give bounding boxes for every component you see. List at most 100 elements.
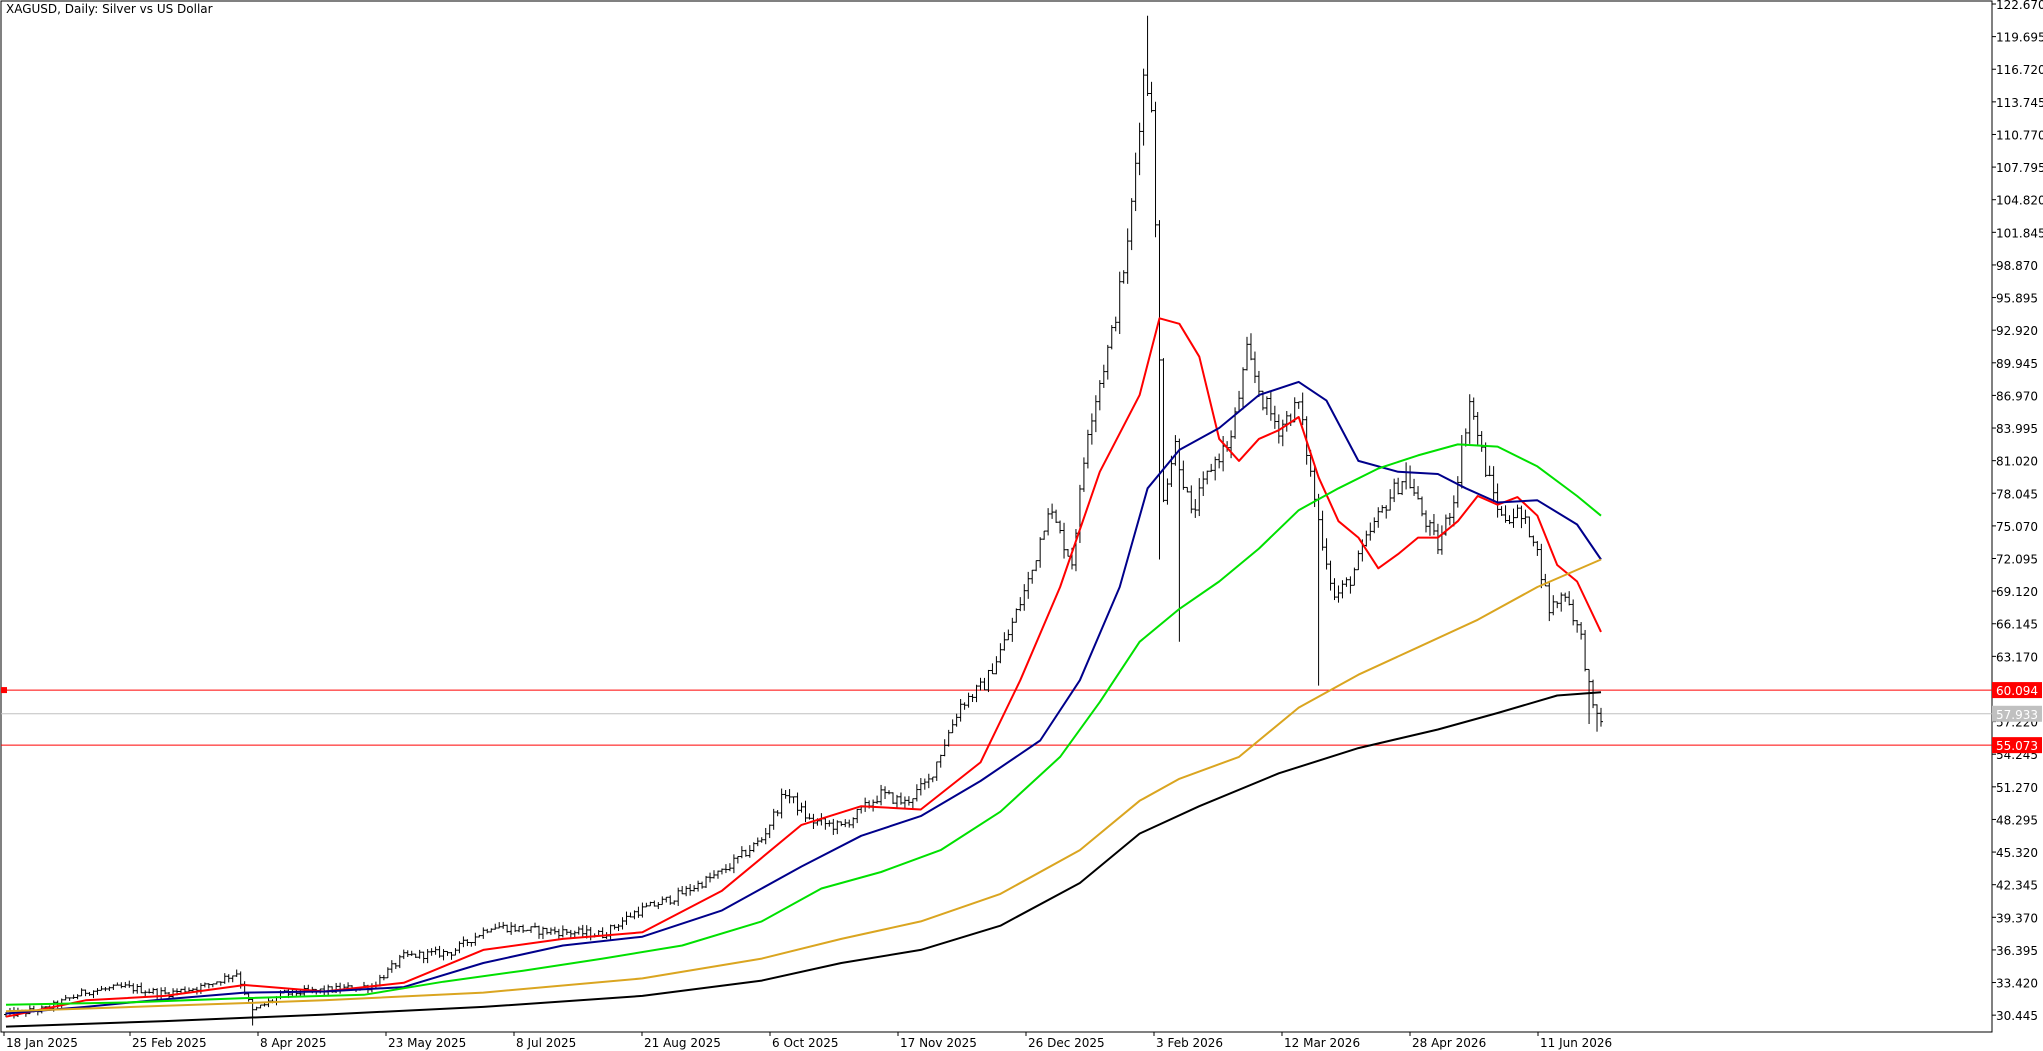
price-bar	[911, 799, 915, 809]
price-bar	[1340, 580, 1344, 598]
price-bar	[1157, 220, 1161, 559]
price-bar	[1396, 478, 1400, 495]
price-bar	[211, 984, 215, 987]
price-bar	[712, 870, 716, 878]
price-bar	[501, 922, 505, 929]
price-bar	[1241, 367, 1245, 409]
price-bar	[589, 927, 593, 940]
price-bar	[943, 739, 947, 756]
price-bar	[772, 809, 776, 830]
price-bar	[1154, 102, 1158, 237]
price-bar	[147, 989, 151, 994]
price-bar	[871, 800, 875, 812]
y-tick-label: 113.745	[1996, 96, 2043, 110]
price-bar	[1440, 525, 1444, 554]
price-bar	[1348, 576, 1352, 593]
price-bar	[461, 936, 465, 947]
price-bar	[513, 924, 517, 932]
price-bar	[135, 984, 139, 994]
y-tick-label: 83.995	[1996, 422, 2038, 436]
price-bar	[803, 801, 807, 822]
moving-average-0	[6, 318, 1601, 1016]
price-bar	[672, 900, 676, 904]
price-bar	[1010, 618, 1014, 642]
price-bar	[1301, 393, 1305, 426]
price-bar	[1527, 516, 1531, 537]
price-bar	[1480, 431, 1484, 452]
price-bar	[398, 955, 402, 968]
price-bar	[736, 856, 740, 863]
price-bar	[1428, 520, 1432, 536]
price-bar	[1285, 411, 1289, 432]
price-bar	[95, 988, 99, 995]
price-bar	[1515, 505, 1519, 518]
x-tick-label: 8 Jul 2025	[516, 1036, 576, 1050]
x-tick-label: 3 Feb 2026	[1156, 1036, 1223, 1050]
price-bar	[1118, 272, 1122, 334]
moving-average-2	[6, 444, 1601, 1004]
price-bar	[251, 997, 255, 1025]
price-bar	[76, 994, 80, 999]
price-bar	[1488, 466, 1492, 476]
price-bar	[92, 990, 96, 998]
price-bar	[704, 876, 708, 888]
price-bar	[839, 821, 843, 826]
price-bar	[1400, 481, 1404, 495]
price-bar	[533, 923, 537, 928]
price-bar	[891, 792, 895, 804]
price-bar	[1460, 435, 1464, 488]
price-bar	[788, 789, 792, 803]
price-bar	[370, 983, 374, 992]
price-bar	[915, 784, 919, 801]
price-bar	[692, 885, 696, 892]
price-bar	[632, 910, 636, 919]
price-bar	[485, 929, 489, 933]
price-bar	[449, 952, 453, 960]
price-bar	[235, 970, 239, 977]
price-bar	[919, 778, 923, 795]
price-bar	[1472, 398, 1476, 420]
price-bar	[1281, 420, 1285, 447]
y-tick-label: 36.395	[1996, 944, 2038, 958]
price-bar	[529, 926, 533, 933]
x-axis: 18 Jan 2025 25 Feb 2025 8 Apr 2025 23 May 2…	[4, 1032, 1612, 1050]
price-bar	[549, 928, 553, 935]
price-bar	[1484, 442, 1488, 477]
price-bar	[1496, 483, 1500, 517]
price-bar	[1142, 69, 1146, 146]
price-bar	[660, 896, 664, 904]
y-tick-label: 75.070	[1996, 520, 2038, 534]
price-bar	[1368, 523, 1372, 541]
price-bar	[1500, 506, 1504, 516]
price-bar	[127, 981, 131, 988]
price-bar	[119, 982, 123, 988]
y-tick-label: 69.120	[1996, 585, 2038, 599]
price-bar	[827, 820, 831, 826]
price-bar	[1571, 599, 1575, 625]
price-bar	[1575, 620, 1579, 633]
price-bar	[465, 939, 469, 946]
price-bar	[1114, 317, 1118, 332]
price-bar	[163, 987, 167, 994]
price-bar	[899, 792, 903, 804]
price-bar	[1106, 345, 1110, 380]
price-bar	[1233, 407, 1237, 439]
price-bar	[986, 670, 990, 692]
y-tick-label: 45.320	[1996, 846, 2038, 860]
price-bar	[609, 925, 613, 941]
price-bar	[1531, 536, 1535, 547]
price-bar	[410, 951, 414, 956]
price-bar	[1189, 485, 1193, 513]
price-bar	[1193, 499, 1197, 518]
x-tick-label: 26 Dec 2025	[1028, 1036, 1105, 1050]
price-bar	[720, 868, 724, 874]
price-bar	[1094, 395, 1098, 432]
price-bar	[1352, 568, 1356, 586]
price-bar	[1205, 471, 1209, 485]
price-bar	[1567, 591, 1571, 605]
price-bar	[1090, 413, 1094, 444]
x-tick-label: 12 Mar 2026	[1284, 1036, 1360, 1050]
price-bar	[982, 678, 986, 690]
price-bar	[1388, 489, 1392, 510]
